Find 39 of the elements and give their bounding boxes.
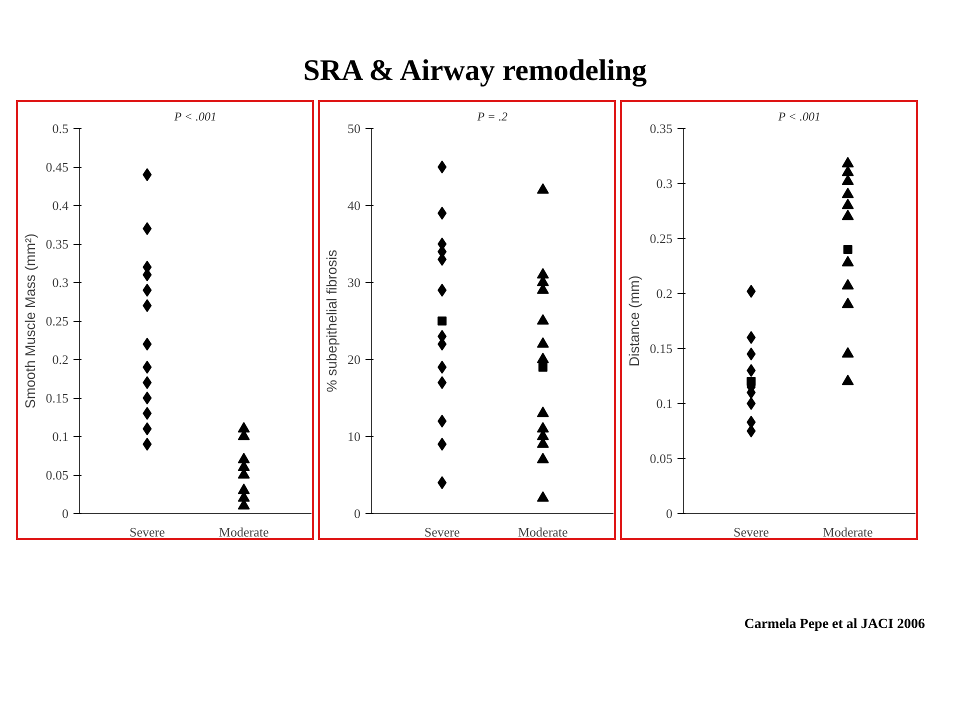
y-tick-label: 0.2 xyxy=(656,286,672,301)
y-tick-label: 0 xyxy=(666,506,672,521)
x-tick-label: Severe xyxy=(129,524,166,540)
y-tick-label: 40 xyxy=(348,198,360,213)
y-tick-label: 0.05 xyxy=(650,451,672,466)
y-tick-label: 0.35 xyxy=(46,236,68,252)
y-tick-label: 0.4 xyxy=(52,198,69,213)
y-tick-label: 0.25 xyxy=(650,231,672,246)
y-tick-label: 50 xyxy=(348,121,360,136)
y-tick-label: 0.45 xyxy=(46,160,68,174)
y-tick-label: 0.25 xyxy=(46,314,68,328)
text: Carmela Pepe et al JACI 2006 xyxy=(744,616,925,634)
y-tick-label: 0.05 xyxy=(46,468,68,482)
text: SRA & Airway remodeling xyxy=(303,53,647,89)
y-axis-title: Distance (mm) xyxy=(626,275,642,367)
y-axis-title: Smooth Muscle Mass (mm²) xyxy=(22,233,38,409)
y-tick-label: 0 xyxy=(354,506,360,521)
y-tick-label: 0.2 xyxy=(52,352,68,367)
y-tick-label: 30 xyxy=(348,275,360,290)
text: P = .2 xyxy=(476,110,508,124)
y-tick-label: 0.3 xyxy=(52,275,68,290)
x-tick-label: Moderate xyxy=(518,524,568,540)
x-tick-label: Moderate xyxy=(218,524,269,540)
y-axis-title: % subepithelial fibrosis xyxy=(324,250,340,392)
y-tick-label: 10 xyxy=(348,429,360,444)
x-tick-label: Severe xyxy=(733,524,770,540)
y-tick-label: 0.5 xyxy=(52,121,68,136)
text: P < .001 xyxy=(173,110,217,124)
y-tick-label: 0 xyxy=(62,506,68,521)
y-tick-label: 20 xyxy=(348,352,360,367)
y-tick-label: 0.15 xyxy=(46,390,68,406)
x-tick-label: Severe xyxy=(424,524,460,540)
y-tick-label: 0.3 xyxy=(656,176,672,191)
y-tick-label: 0.1 xyxy=(52,429,68,444)
y-tick-label: 0.1 xyxy=(656,396,672,411)
y-tick-label: 0.15 xyxy=(650,341,672,356)
x-tick-label: Moderate xyxy=(822,524,873,540)
text: P < .001 xyxy=(777,110,821,124)
y-tick-label: 0.35 xyxy=(650,121,672,136)
